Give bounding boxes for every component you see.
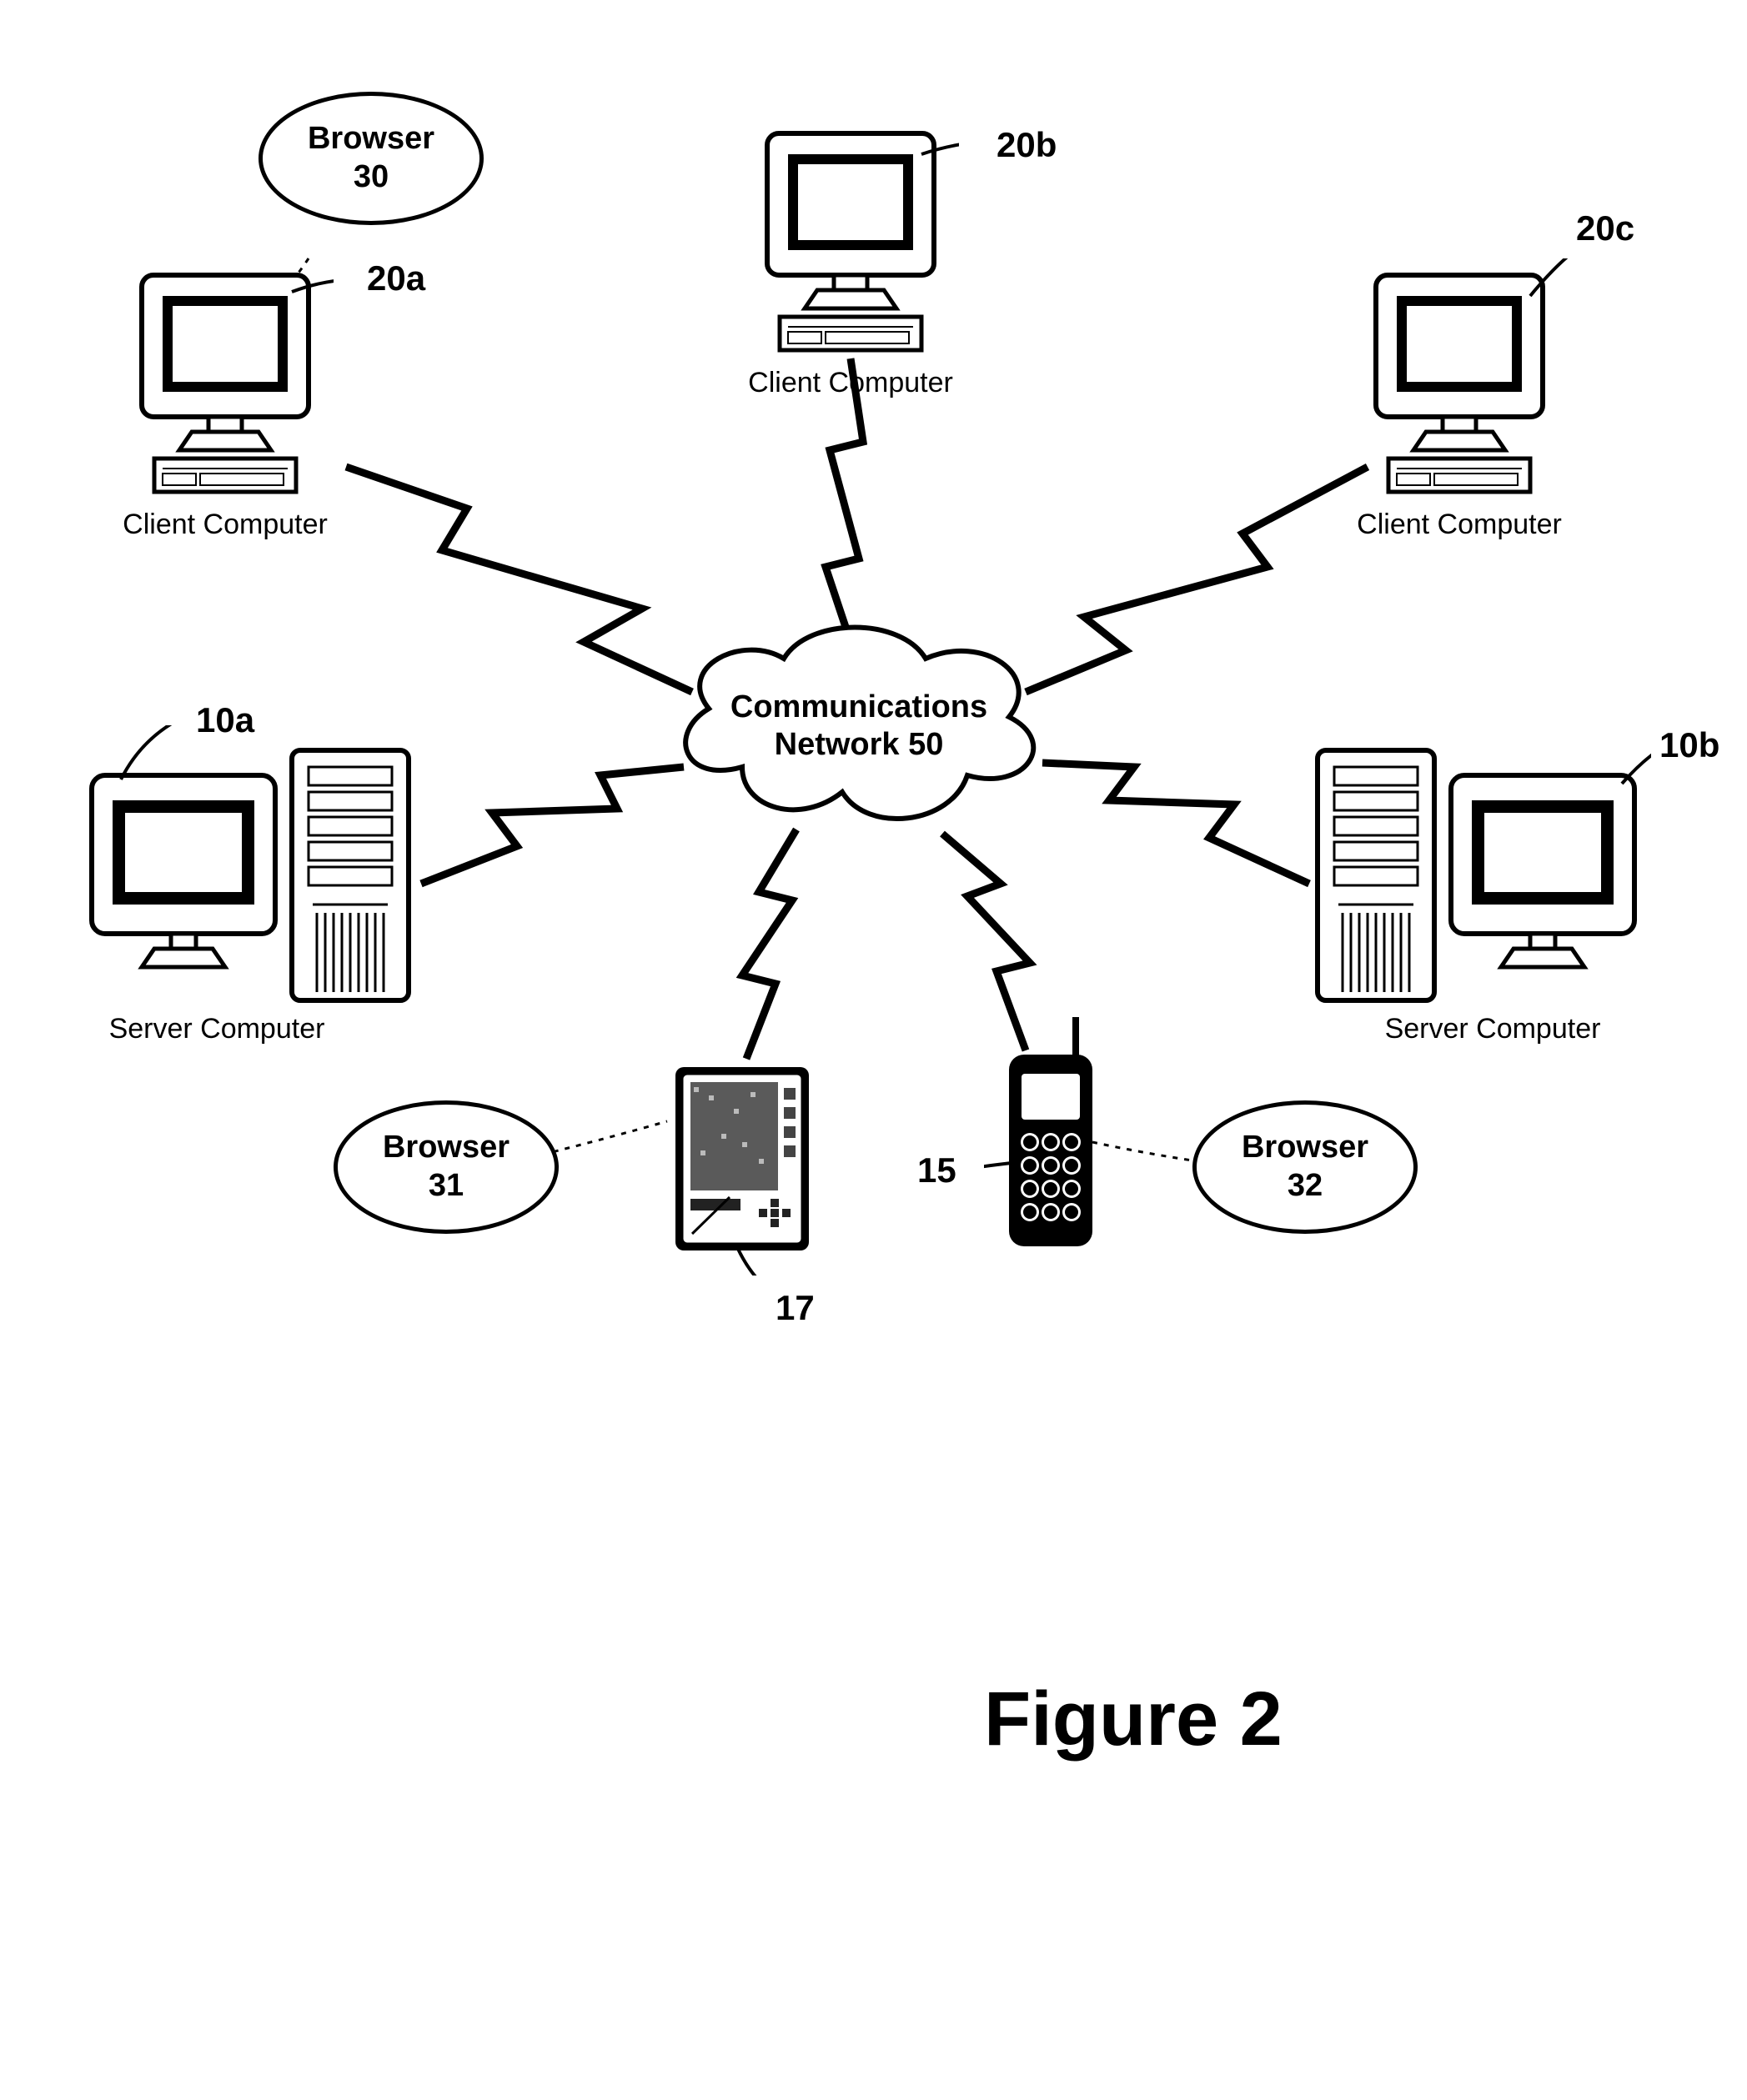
browser-32: Browser 32 [1192,1100,1418,1234]
svg-text:Network 50: Network 50 [775,727,944,762]
browser30-l2: 30 [354,158,389,197]
browser32-l2: 32 [1288,1167,1323,1205]
client-computer-c [1351,258,1568,509]
browser32-l1: Browser [1242,1129,1368,1167]
browser-31: Browser 31 [334,1100,559,1234]
figure-title: Figure 2 [984,1676,1283,1763]
browser31-l2: 31 [429,1167,464,1205]
server-computer-b [1301,725,1651,1042]
server-a-ref: 10a [196,700,254,740]
server-b-ref: 10b [1659,725,1719,765]
client-computer-b [742,117,959,367]
client-c-ref: 20c [1576,208,1634,248]
pda-ref: 17 [776,1288,815,1328]
phone-ref: 15 [917,1150,956,1190]
client-c-label: Client Computer [1343,509,1576,541]
cloud: Communications Network 50 [650,600,1067,850]
svg-text:Communications: Communications [730,689,987,724]
server-b-label: Server Computer [1368,1013,1618,1045]
client-b-ref: 20b [996,125,1057,165]
browser30-l1: Browser [308,120,434,158]
client-b-label: Client Computer [734,367,967,399]
client-a-label: Client Computer [108,509,342,541]
browser-30: Browser 30 [259,92,484,225]
diagram-canvas: Communications Network 50 Browser 30 Cli… [0,0,1747,2100]
client-computer-a [117,258,334,509]
server-computer-a [75,725,425,1042]
browser31-l1: Browser [383,1129,510,1167]
client-a-ref: 20a [367,258,425,298]
server-a-label: Server Computer [92,1013,342,1045]
